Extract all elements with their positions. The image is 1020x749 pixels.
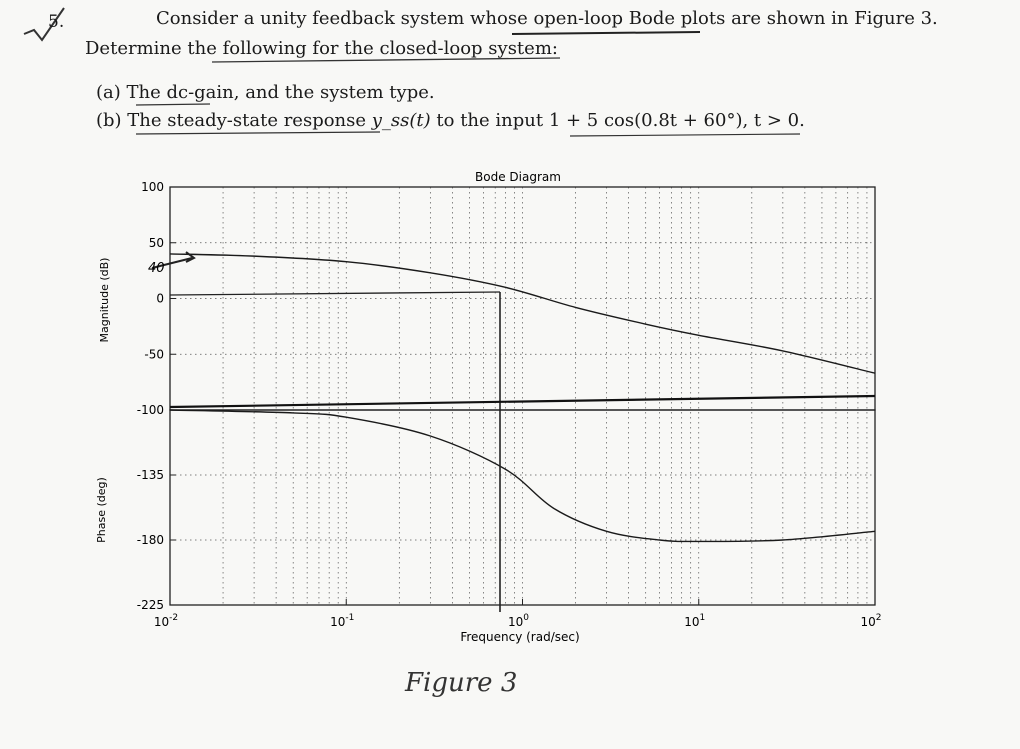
part-b: (b) The steady-state response y_ss(t) to… bbox=[96, 110, 805, 131]
hand-zero-db-line bbox=[169, 291, 501, 296]
hand-arrow bbox=[151, 251, 196, 269]
frequency-axis-label: Frequency (rad/sec) bbox=[460, 630, 579, 644]
x-tick-label: 100 bbox=[508, 613, 529, 629]
magnitude-axis-label: Magnitude (dB) bbox=[98, 258, 111, 343]
part-b-input: 1 + 5 cos(0.8t + 60°), t > 0. bbox=[548, 110, 805, 131]
x-tick-label: 10-1 bbox=[330, 613, 354, 629]
phase-curve bbox=[169, 409, 876, 543]
check-mark-icon bbox=[23, 7, 65, 42]
hand-axis-line bbox=[169, 394, 876, 409]
part-b-prefix: (b) The steady-state response bbox=[96, 110, 372, 131]
phase-axis-label: Phase (deg) bbox=[95, 477, 108, 543]
y-tick-label: -180 bbox=[137, 533, 164, 547]
problem-number: 5. bbox=[48, 12, 65, 32]
part-b-output: y_ss(t) bbox=[371, 110, 431, 131]
y-tick-label: -225 bbox=[137, 598, 164, 612]
grid-layer bbox=[170, 187, 875, 605]
y-tick-label: 0 bbox=[156, 292, 164, 306]
part-b-mid: to the input bbox=[430, 110, 549, 131]
y-tick-label: -100 bbox=[137, 403, 164, 417]
problem-line-2: Determine the following for the closed-l… bbox=[85, 38, 558, 59]
problem-statement: 5. Consider a unity feedback system whos… bbox=[0, 0, 1020, 160]
figure-caption: Figure 3 bbox=[405, 668, 518, 698]
y-tick-label: -135 bbox=[137, 468, 164, 482]
magnitude-curve bbox=[169, 253, 876, 374]
part-a: (a) The dc-gain, and the system type. bbox=[96, 82, 435, 103]
y-tick-label: -50 bbox=[144, 347, 164, 361]
chart-title: Bode Diagram bbox=[475, 170, 561, 184]
hand-underlines bbox=[135, 31, 801, 137]
series-layer bbox=[169, 253, 876, 543]
problem-line-1: Consider a unity feedback system whose o… bbox=[156, 8, 938, 29]
x-tick-label: 101 bbox=[684, 613, 705, 629]
y-tick-label: 100 bbox=[141, 180, 164, 194]
hand-mark-40: 40 bbox=[148, 261, 165, 276]
x-tick-label: 10-2 bbox=[154, 613, 178, 629]
y-tick-label: 50 bbox=[149, 236, 164, 250]
x-tick-label: 102 bbox=[860, 613, 881, 629]
